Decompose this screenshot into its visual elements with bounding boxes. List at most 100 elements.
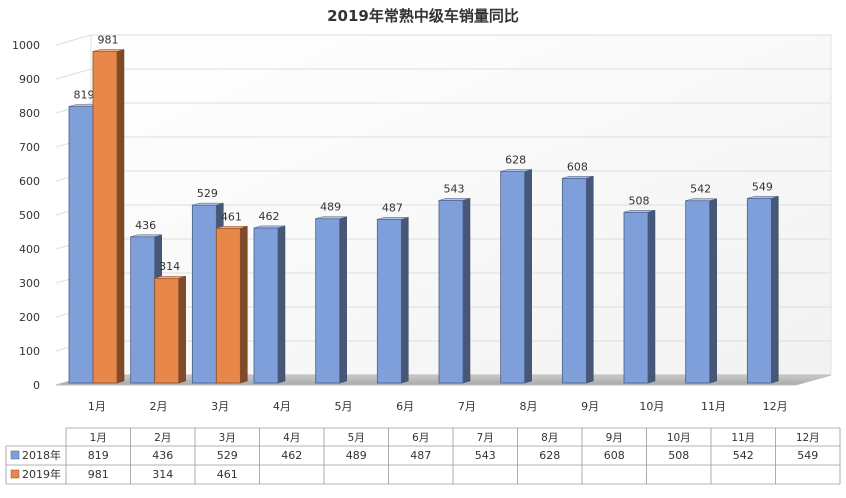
bar-s2-2-front [154,277,180,384]
bar-s1-7-front [438,199,464,384]
data-label: 542 [690,183,711,196]
y-tick-label: 1000 [12,39,40,52]
bar-s1-6-top [377,217,409,220]
table-header-cell: 5月 [348,432,365,444]
table-cell: 543 [475,449,496,462]
y-tick-label: 900 [19,73,40,86]
table-cell: 628 [539,449,560,462]
table-header-cell: 11月 [731,432,755,444]
table-cell: 314 [152,468,173,481]
gridline-900 [55,68,831,80]
table-cell: 436 [152,449,173,462]
table-header-cell: 9月 [606,432,623,444]
data-label: 508 [629,194,650,207]
table-header-cell: 7月 [477,432,494,444]
table-cell: 981 [88,468,109,481]
data-label: 819 [74,89,95,102]
bar-s1-10-side [647,209,656,384]
table-cell: 489 [346,449,367,462]
bar-s1-11-front [685,200,711,384]
x-tick-label: 8月 [520,400,538,413]
data-label: 314 [159,260,180,273]
data-label: 487 [382,201,403,214]
table-header-cell: 2月 [154,432,171,444]
x-tick-label: 7月 [458,400,476,413]
legend-label-1: 2018年 [22,448,61,462]
y-tick-label: 600 [19,175,40,188]
y-tick-label: 800 [19,107,40,120]
bar-s2-1-side [116,49,125,384]
bar-s1-12-top [747,196,779,199]
bar-s1-4-front [253,227,279,384]
data-label: 543 [444,182,465,195]
bar-s1-5-front [315,218,341,384]
bar-s1-1-front [68,106,94,384]
bar-s1-2-top [130,234,162,238]
bar-s1-3-front [191,204,217,384]
bar-s1-6-front [376,219,402,384]
bar-s1-10-top [623,210,656,213]
x-tick-label: 5月 [335,400,353,413]
x-tick-label: 2月 [150,400,168,413]
x-tick-label: 10月 [639,400,664,413]
x-tick-label: 4月 [273,400,291,413]
y-tick-label: 500 [19,209,40,222]
bar-s1-5-side [339,216,347,384]
legend-label-2: 2019年 [22,467,61,481]
gridline-800 [55,102,831,114]
x-tick-label: 11月 [701,400,726,413]
table-header-cell: 12月 [796,432,820,444]
x-tick-label: 6月 [396,400,414,413]
legend-swatch-1 [10,450,20,460]
bar-s1-7-side [462,198,471,384]
table-header-cell: 6月 [412,432,429,444]
bar-s1-8-side [524,169,532,384]
bar-s2-3-front [215,227,241,384]
data-label: 489 [320,201,341,214]
data-label: 461 [221,210,242,223]
y-tick-label: 300 [19,277,40,290]
bar-s1-7-top [438,198,471,201]
bar-s2-1-front [92,51,118,384]
gridline-1000 [55,34,831,46]
table-header-cell: 4月 [283,432,300,444]
bar-s2-3-top [216,226,248,229]
bar-s1-5-top [315,216,347,219]
bar-s1-9-front [561,177,587,384]
data-label: 628 [505,153,526,166]
data-label: 608 [567,160,588,173]
table-cell: 549 [797,449,818,462]
bar-s1-11-side [709,198,717,384]
bar-s1-9-side [586,175,594,384]
table-cell: 608 [604,449,625,462]
table-cell: 461 [217,468,238,481]
table-header-cell: 3月 [219,432,236,444]
y-tick-label: 700 [19,141,40,154]
bar-s1-2-front [130,236,156,384]
legend-swatch-2 [10,469,20,479]
bar-s2-3-side [240,225,248,384]
table-cell: 529 [217,449,238,462]
bar-s1-12-side [771,196,779,384]
bar-s1-4-side [277,225,286,384]
x-tick-label: 3月 [211,400,229,413]
table-header-cell: 10月 [667,432,691,444]
data-label: 529 [197,187,218,200]
data-label: 462 [259,210,280,223]
data-label: 436 [135,219,156,232]
bar-s2-2-side [178,275,186,384]
bar-s2-2-top [154,275,186,279]
table-cell: 819 [88,449,109,462]
data-label: 981 [98,33,119,46]
bar-s1-3-top [192,202,224,206]
y-tick-label: 0 [33,379,40,392]
table-header-cell: 1月 [90,432,107,444]
bar-s1-8-top [500,169,532,172]
bar-s1-11-top [685,198,717,201]
x-tick-label: 12月 [763,400,788,413]
table-cell: 462 [281,449,302,462]
chart-title: 2019年常熟中级车销量同比 [327,7,519,25]
bar-s1-9-top [562,176,594,179]
